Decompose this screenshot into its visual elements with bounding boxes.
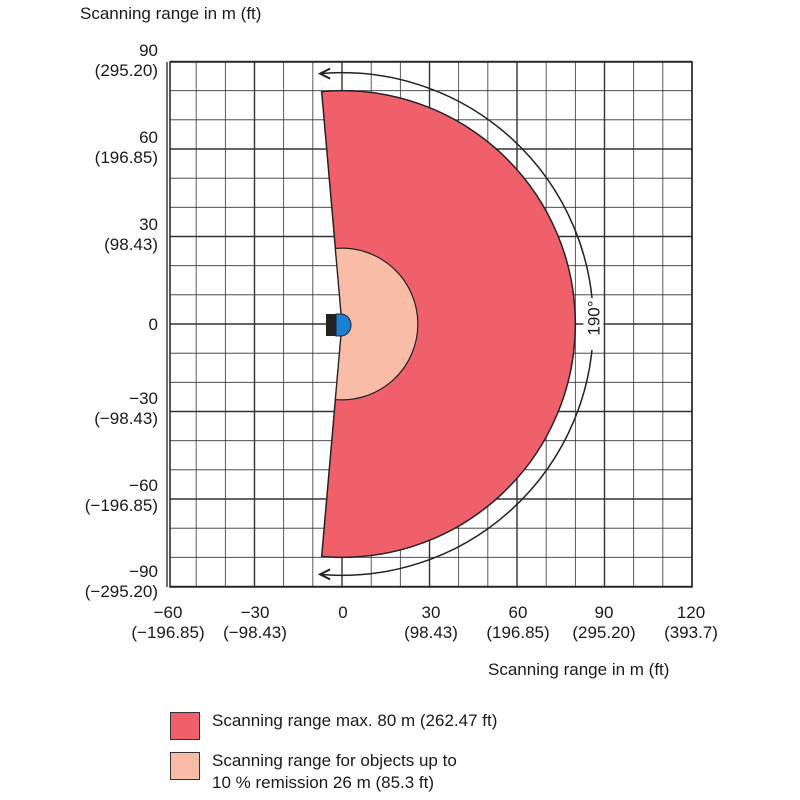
x-axis-title: Scanning range in m (ft)	[488, 660, 670, 679]
x-tick-label: −30	[240, 603, 270, 622]
x-tick-label: 30	[421, 603, 441, 622]
x-tick-label-ft: (393.7)	[664, 623, 718, 642]
x-tick-label: −60	[153, 603, 183, 622]
x-tick-label-ft: (−98.43)	[223, 623, 287, 642]
x-tick-label: 90	[594, 603, 614, 622]
y-tick-label-ft: (98.43)	[104, 235, 158, 254]
y-tick-label-ft: (295.20)	[94, 61, 158, 80]
legend-label-max-range: Scanning range max. 80 m (262.47 ft)	[212, 711, 498, 730]
legend-item-max-range: Scanning range max. 80 m (262.47 ft)	[170, 710, 497, 740]
legend-label-remission-range: Scanning range for objects up to 10 % re…	[212, 750, 457, 794]
y-tick-label: 60	[139, 128, 158, 147]
max-scanning-field	[320, 89, 576, 559]
angle-label-background	[583, 298, 604, 350]
legend-item-remission-range: Scanning range for objects up to 10 % re…	[170, 750, 457, 794]
remission-scanning-field	[334, 247, 419, 401]
sensor-head	[335, 313, 352, 337]
y-tick-label: 30	[139, 215, 158, 234]
legend-label-line: 10 % remission 26 m (85.3 ft)	[212, 773, 435, 792]
x-tick-label: 120	[676, 603, 706, 622]
x-tick-label-ft: (−196.85)	[131, 623, 205, 642]
angle-arrow-top	[317, 67, 331, 80]
legend-swatch-max-range	[170, 712, 200, 740]
legend-label-line: Scanning range for objects up to	[212, 751, 457, 770]
legend-swatch-remission-range	[170, 752, 200, 780]
x-tick-label-ft: (196.85)	[486, 623, 550, 642]
x-tick-label-ft: (295.20)	[572, 623, 636, 642]
sensor-icon	[326, 313, 352, 337]
angle-arrow-bottom	[317, 568, 331, 581]
y-axis-title: Scanning range in m (ft)	[80, 4, 262, 23]
x-tick-label: 0	[338, 603, 348, 622]
y-tick-label-ft: (−295.20)	[84, 582, 158, 601]
y-tick-label: −60	[129, 476, 158, 495]
y-tick-label: −30	[129, 389, 158, 408]
y-tick-label-ft: (−98.43)	[94, 409, 158, 428]
y-tick-label: 0	[148, 315, 158, 334]
y-tick-label: 90	[139, 41, 158, 60]
y-tick-label: −90	[129, 562, 158, 581]
scan-angle-label: 190°	[584, 300, 603, 335]
y-tick-label-ft: (196.85)	[94, 148, 158, 167]
y-tick-label-ft: (−196.85)	[84, 496, 158, 515]
sensor-body	[326, 314, 336, 336]
x-tick-label-ft: (98.43)	[404, 623, 458, 642]
x-tick-label: 60	[508, 603, 528, 622]
plot-border	[169, 61, 693, 588]
